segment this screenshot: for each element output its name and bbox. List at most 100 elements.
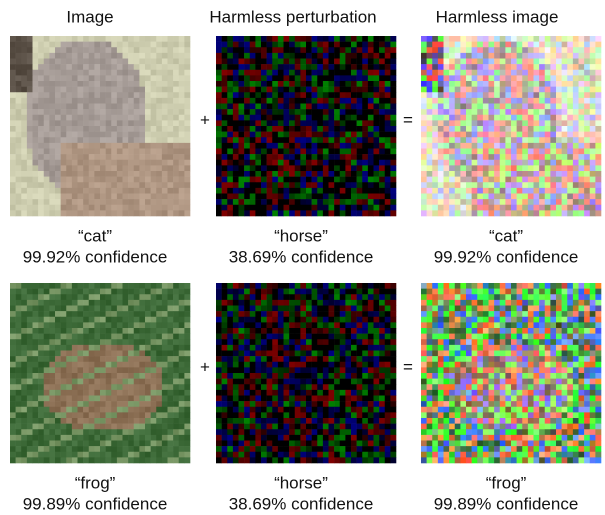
pixel	[322, 361, 329, 368]
pixel	[516, 210, 523, 217]
pixel	[71, 75, 78, 82]
pixel	[300, 114, 307, 121]
pixel	[145, 36, 151, 42]
pixel	[339, 92, 346, 99]
pixel	[334, 103, 341, 110]
pixel	[511, 64, 517, 71]
pixel	[133, 176, 140, 183]
pixel	[289, 283, 296, 289]
pixel	[277, 114, 284, 121]
pixel	[133, 81, 140, 87]
pixel	[184, 159, 191, 166]
pixel	[339, 69, 346, 76]
pixel	[578, 103, 585, 110]
pixel	[499, 165, 506, 172]
pixel	[156, 131, 163, 138]
pixel	[71, 204, 78, 211]
pixel	[362, 137, 369, 144]
pixel	[317, 344, 324, 351]
pixel	[32, 154, 39, 161]
pixel	[255, 103, 262, 110]
pixel	[277, 412, 284, 419]
pixel	[339, 395, 346, 402]
pixel	[167, 126, 174, 132]
pixel	[362, 305, 369, 312]
pixel	[322, 294, 329, 301]
pixel	[77, 283, 84, 289]
pixel	[173, 451, 180, 458]
pixel	[339, 36, 346, 42]
pixel	[60, 36, 67, 42]
pixel	[261, 58, 267, 65]
pixel	[494, 193, 501, 200]
pixel	[345, 114, 352, 121]
pixel	[379, 199, 386, 206]
pixel	[390, 97, 397, 104]
pixel	[43, 176, 50, 183]
pixel	[384, 418, 391, 424]
pixel	[249, 333, 256, 340]
pixel	[345, 165, 352, 172]
pixel	[300, 47, 307, 54]
pixel	[55, 328, 61, 334]
pixel	[221, 299, 228, 306]
pixel	[88, 367, 95, 374]
pixel	[15, 418, 22, 424]
pixel	[77, 299, 84, 306]
column-header: Harmless image	[436, 7, 559, 26]
pixel	[232, 103, 239, 110]
pixel	[539, 165, 546, 172]
pixel	[116, 418, 123, 424]
pixel	[116, 299, 123, 306]
pixel	[100, 109, 106, 116]
pixel	[60, 142, 67, 149]
pixel	[21, 120, 28, 127]
pixel	[26, 367, 33, 374]
pixel	[373, 204, 380, 211]
pixel	[49, 131, 56, 138]
pixel	[379, 395, 386, 402]
pixel	[362, 204, 369, 211]
pixel	[351, 339, 357, 346]
pixel	[71, 193, 78, 200]
pixel	[345, 294, 352, 301]
pixel	[249, 142, 256, 149]
pixel	[100, 299, 106, 306]
pixel	[227, 311, 234, 318]
pixel	[94, 367, 101, 374]
pixel	[178, 210, 185, 217]
pixel	[66, 154, 73, 161]
pixel	[317, 126, 324, 132]
pixel	[356, 283, 363, 289]
pixel	[328, 159, 335, 166]
pixel	[527, 187, 534, 194]
pixel	[26, 52, 33, 59]
pixel	[379, 75, 386, 82]
pixel	[373, 299, 380, 306]
pixel	[10, 148, 16, 155]
pixel	[249, 92, 256, 99]
pixel	[266, 86, 273, 93]
pixel	[277, 378, 284, 385]
pixel	[21, 41, 28, 48]
pixel	[578, 193, 585, 200]
pixel	[43, 305, 50, 312]
pixel	[128, 401, 135, 408]
pixel	[173, 429, 180, 436]
pixel	[595, 199, 602, 206]
pixel	[150, 356, 157, 363]
pixel	[150, 103, 157, 110]
pixel	[38, 58, 45, 65]
pixel	[306, 187, 312, 194]
pixel	[150, 165, 157, 172]
pixel	[10, 52, 16, 59]
pixel	[561, 210, 568, 217]
pixel	[105, 423, 112, 430]
pixel	[26, 204, 33, 211]
pixel	[471, 176, 478, 183]
pixel	[122, 328, 129, 334]
pixel	[173, 412, 180, 419]
pixel	[227, 294, 234, 301]
pixel	[437, 165, 444, 172]
pixel	[249, 171, 256, 177]
